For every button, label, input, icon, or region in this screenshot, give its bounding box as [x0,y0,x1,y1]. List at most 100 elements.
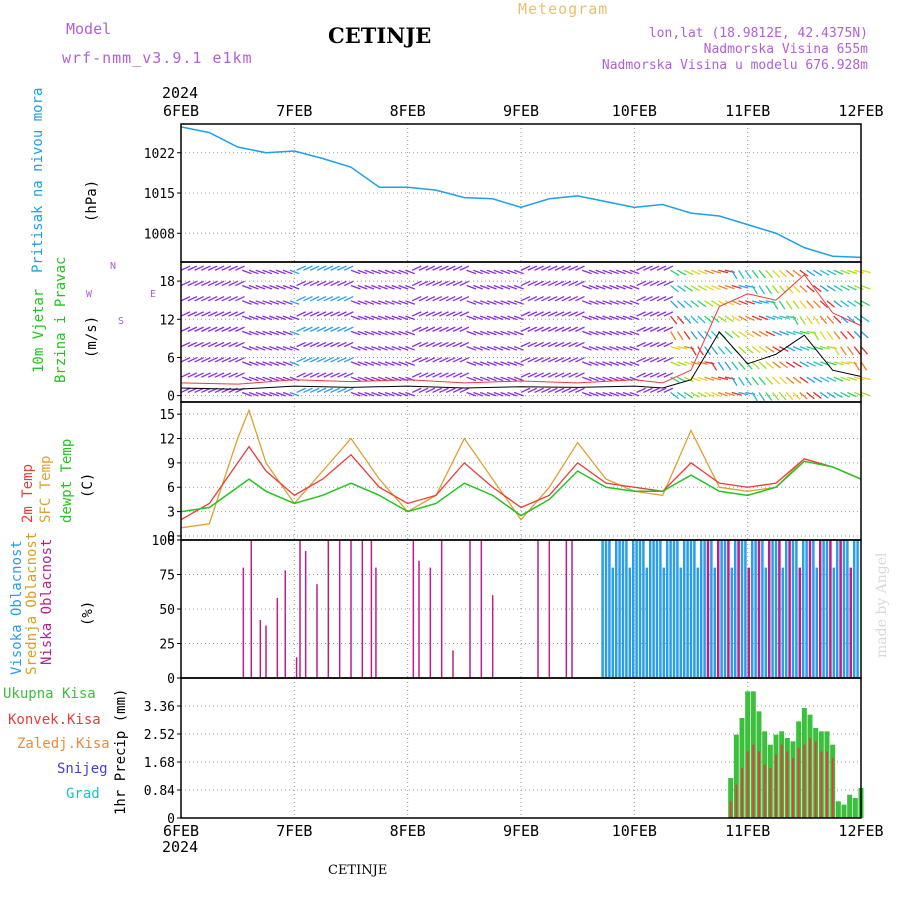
wind-barb [547,280,558,287]
wind-barb [391,269,402,275]
wind-barb [745,330,755,338]
wind-barb [581,391,592,397]
wind-barb [561,311,572,317]
wind-barb [711,269,722,274]
wind-barb [466,269,477,275]
wind-barb [466,330,477,336]
wind-barb [235,265,245,271]
wind-barb [785,300,793,310]
wind-barb [670,300,679,309]
wind-barb [432,372,442,378]
wind-barb [214,372,225,378]
wind-barb [799,391,808,400]
wind-barb [649,265,660,271]
wind-barb [187,372,198,378]
wind-barb [819,391,829,399]
wind-barb [377,300,388,305]
wind-barb [418,357,429,363]
wind-barb [710,346,719,355]
wind-barb [323,280,334,287]
wind-barb [765,315,776,320]
wind-barb [561,341,572,348]
wind-barb [309,387,320,394]
wind-barb [432,280,442,287]
wind-barb [473,284,484,290]
wind-barb [262,300,273,305]
wind-barb [785,392,794,401]
wind-barb [636,387,646,394]
wind-barb [615,284,626,290]
wind-barb [792,315,799,325]
wind-barb [779,330,789,336]
wind-barb [751,376,759,386]
wind-barb [330,311,340,317]
wind-barb [785,376,795,385]
wind-barb [391,330,402,336]
wind-barb [758,361,767,370]
wind-barb [248,346,259,351]
wind-barb [201,372,211,378]
wind-barb [418,326,429,332]
wind-barb [799,315,806,325]
wind-barb [860,361,868,371]
legend-total: Ukupna Kisa [3,686,96,702]
wind-barb [615,315,626,321]
wind-barb [513,376,524,382]
wind-barb [615,269,626,275]
wind-barb [486,346,497,351]
wind-barb [690,346,697,356]
wind-barb [269,269,280,275]
wind-barb [255,361,266,366]
wind-barb [269,376,280,382]
precip-conv-bar [758,751,760,818]
wind-barb [697,300,707,308]
wind-barb [704,269,715,275]
wind-barb [180,341,191,348]
x-tick-top: 12FEB [838,102,883,120]
precip-total-bar [835,801,841,818]
wind-barb [561,372,572,378]
wind-barb [221,296,232,302]
wind-barb [840,376,851,382]
dewpoint-line [180,460,862,517]
wind-barb [214,357,225,363]
wind-barb [452,280,463,287]
wind-barb [745,300,756,305]
wind-barb [459,341,470,348]
wind-barb [731,284,742,290]
wind-barb [384,269,395,275]
wind-barb [500,300,511,305]
wind-barb [316,372,327,378]
wind-barb [486,315,497,321]
wind-barb [323,357,334,363]
wind-barb [534,341,544,348]
wind-barb [561,280,572,287]
wind-barb [187,387,198,394]
wind-barb [683,300,693,308]
wind-barb [466,361,477,366]
wind-barb [731,315,741,322]
wind-barb [486,269,497,275]
wind-barb [806,391,815,400]
wind-barb [799,330,810,335]
wind-barb [527,280,538,287]
wind-barb [228,296,238,302]
wind-barb [343,265,354,271]
wind-barb [411,296,422,302]
wind-barb [615,300,626,305]
wind-barb [765,330,776,337]
wind-barb [527,265,538,271]
wind-barb [683,330,691,340]
wind-barb [493,346,504,351]
wind-barb [676,300,686,309]
wind-barb [343,326,354,332]
wind-barb [337,357,347,363]
wind-barb [588,300,599,305]
wind-barb [847,284,857,291]
wind-barb [187,280,198,287]
wind-barb [588,391,599,397]
wind-barb [439,296,449,302]
wind-barb [697,284,707,291]
wind-barb [309,265,320,271]
x-tick-bottom: 9FEB [503,822,539,840]
